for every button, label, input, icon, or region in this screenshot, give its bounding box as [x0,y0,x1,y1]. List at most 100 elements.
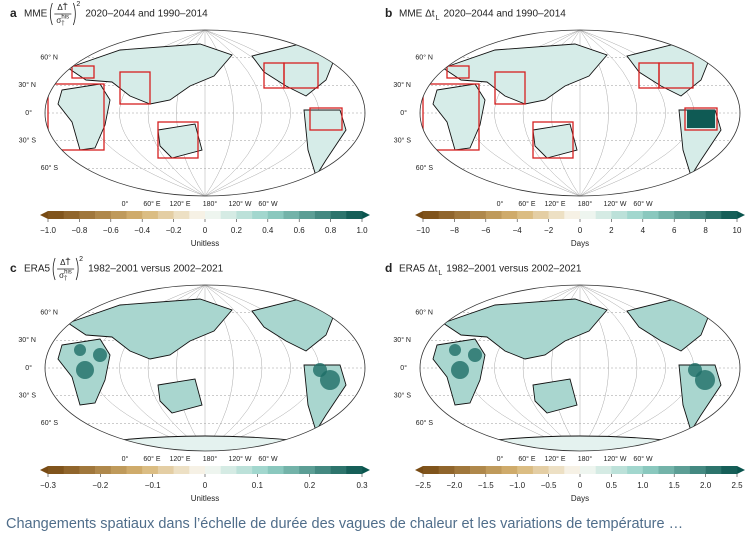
lat-label: 30° N [393,336,411,344]
colorbar-tick-label: 0.1 [252,481,264,490]
colorbar-step [658,466,675,474]
colorbar-step [454,211,471,219]
colorbar-label: Days [571,239,589,248]
colorbar-step [189,466,206,474]
title-denominator-sub: T̂ [61,20,64,27]
colorbar-step [63,211,80,219]
colorbar-step [205,466,221,474]
antarctica [484,435,676,451]
colorbar-tick-label: 8 [703,226,708,235]
continent [316,291,347,312]
lat-label: 30° N [18,336,36,344]
colorbar-tick-label: 0 [578,226,583,235]
continent [316,36,347,57]
lon-label: 0° [497,455,504,463]
colorbar-step [173,211,190,219]
meridian [204,30,263,196]
lon-label: 60° W [633,200,653,208]
colorbar-tick-label: 1.0 [637,481,649,490]
colorbar-step [330,466,347,474]
colorbar-step [110,211,127,219]
title-denominator-sub: T̂ [64,275,67,282]
map-border [44,284,366,452]
colorbar-tick-label: −1.0 [40,226,56,235]
colorbar-step [438,466,455,474]
colorbar-tick-label: 1.5 [669,481,681,490]
region-box [658,62,694,89]
colorbar-step [236,466,253,474]
lat-label: 0° [400,109,407,117]
lon-label: 120° W [603,200,626,208]
meridian [204,285,291,451]
lon-label: 60° W [633,455,653,463]
lat-label: 30° S [19,392,37,400]
colorbar-label: Unitless [191,494,219,503]
colorbar-step [501,466,518,474]
continent [157,378,203,414]
map-border [44,29,366,197]
colorbar-step [705,466,722,474]
colorbar-tick-label: −6 [481,226,491,235]
hotspot [93,348,107,362]
colorbar-tick-label: −0.2 [166,226,182,235]
colorbar-end [737,466,745,474]
continent [691,291,722,312]
colorbar-tick-label: −4 [513,226,523,235]
colorbar-step [220,466,237,474]
lat-label: 30° N [393,81,411,89]
colorbar-tick-label: 0.4 [262,226,274,235]
colorbar-step [532,211,549,219]
colorbar-tick-label: −2.0 [447,481,463,490]
colorbar-label: Unitless [191,239,219,248]
colorbar-step [314,211,331,219]
colorbar-step [485,211,502,219]
colorbar-tick-label: −0.8 [72,226,88,235]
lon-label: 60° W [258,455,278,463]
lon-label: 60° E [518,200,536,208]
continent [57,83,111,151]
region-box [283,62,319,89]
continent [532,123,578,159]
colorbar-tick-label: 2 [609,226,614,235]
region-box [71,65,95,79]
colorbar-step [423,211,439,219]
colorbar-step [252,466,269,474]
title-denominator: σ [59,271,64,280]
colorbar-end [415,211,423,219]
title-prefix: MME Δt [399,9,435,20]
hotspot [688,363,702,377]
title-numerator: ΔT̂ [57,3,67,12]
title-subscript: L [438,270,442,277]
colorbar-step [63,466,80,474]
colorbar-step [267,466,284,474]
continent [691,36,722,57]
colorbar-step [283,211,300,219]
colorbar-step [283,466,300,474]
colorbar-tick-label: 0.8 [325,226,337,235]
colorbar-step [627,211,644,219]
colorbar-step [173,466,190,474]
title-power: 2 [79,256,83,263]
colorbar-tick-label: 0 [203,226,208,235]
lat-label: 60° S [416,419,434,427]
hotspot [695,370,715,390]
colorbar-step [611,466,628,474]
lat-label: 60° S [41,164,59,172]
lat-label: 30° N [18,81,36,89]
colorbar-step [157,211,174,219]
continent [157,123,203,159]
colorbar-step [110,466,127,474]
colorbar-step [548,466,565,474]
colorbar-step [689,211,706,219]
colorbar-tick-label: 0.6 [294,226,306,235]
meridian [204,285,263,451]
colorbar-label: Days [571,494,589,503]
lat-label: 0° [25,364,32,372]
colorbar-step [705,211,722,219]
panel-letter: c [10,261,17,275]
colorbar-step [658,211,675,219]
paren [72,2,76,26]
colorbar-step [346,211,363,219]
